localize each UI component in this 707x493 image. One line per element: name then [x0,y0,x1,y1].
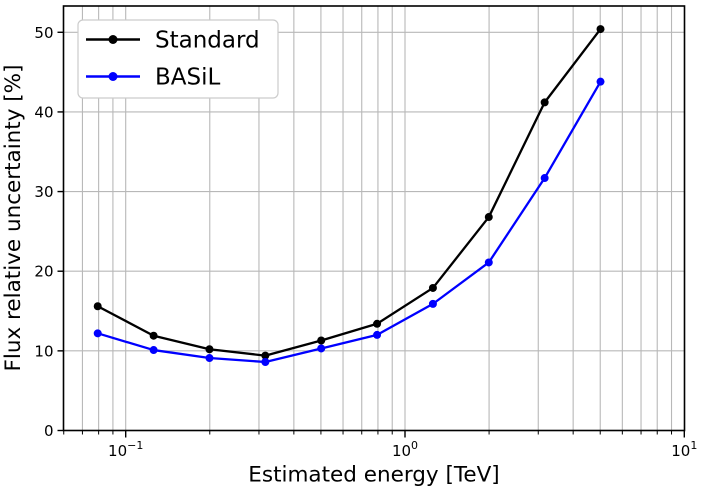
data-point-basil [596,77,605,86]
x-tick-label: 101 [671,439,697,460]
tick-labels: 0 10 20 30 40 50 10−1 100 101 [34,24,697,460]
axis-ticks [57,31,685,438]
data-point-basil [317,344,326,353]
plot-border [62,5,686,432]
y-tick-label: 40 [34,103,53,121]
y-tick-label: 0 [44,422,54,440]
data-point-standard [149,331,158,340]
data-point-basil [373,330,382,339]
data-point-standard [205,345,214,354]
data-point-basil [261,358,270,367]
y-tick-label: 10 [34,342,53,360]
series-line-basil [97,81,602,364]
legend-entry-standard: Standard [86,28,260,54]
x-tick-label: 10−1 [108,439,143,460]
legend-entry-basil: BASiL [86,65,221,91]
legend-marker-basil [108,72,118,81]
y-axis-label: Flux relative uncertainty [%] [1,65,26,372]
legend: Standard BASiL [77,19,279,99]
y-tick-label: 20 [34,263,53,281]
data-point-basil [540,174,549,183]
data-point-basil [428,299,437,308]
data-point-standard [261,351,270,360]
data-point-standard [373,319,382,328]
data-point-standard [93,302,102,311]
data-point-basil [149,346,158,355]
data-point-basil [484,258,493,267]
y-tick-label: 30 [34,183,53,201]
data-point-basil [205,354,214,363]
x-tick-label: 100 [392,439,418,460]
data-point-basil [93,329,102,338]
data-point-standard [428,283,437,292]
legend-label-standard: Standard [155,28,260,54]
data-point-standard [317,336,326,345]
y-tick-label: 50 [34,24,53,42]
legend-marker-standard [108,35,118,44]
x-axis-label: Estimated energy [TeV] [248,463,499,488]
series-line-standard [97,28,602,357]
data-point-standard [484,213,493,222]
data-point-standard [596,25,605,34]
legend-label-basil: BASiL [155,65,221,91]
data-series [93,25,605,367]
data-point-standard [540,98,549,107]
